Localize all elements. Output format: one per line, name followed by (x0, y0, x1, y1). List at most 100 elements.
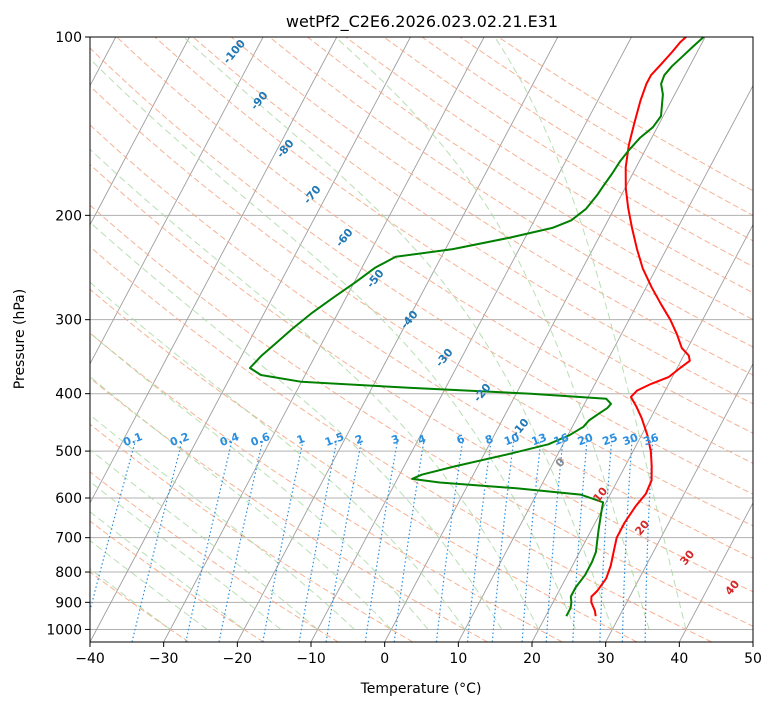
isotherm-line (457, 84, 753, 642)
y-tick-label: 900 (55, 595, 82, 611)
dry-adiabat-line (90, 377, 488, 642)
temperature-profile-line (590, 37, 691, 617)
isotherm-line (236, 37, 559, 642)
y-axis: 100 200 300 400 500 600 700 800 900 1000 (46, 30, 90, 638)
mixing-ratio-label: 6 (455, 432, 467, 447)
dry-adiabat-line (90, 85, 753, 527)
mixing-ratio-line (644, 440, 654, 642)
mixing-ratio-label: 0.4 (218, 430, 241, 449)
mixing-ratio-line (131, 440, 183, 642)
y-tick-label: 700 (55, 531, 82, 547)
x-axis-label: Temperature (°C) (360, 681, 482, 697)
moist-adiabat-line (494, 37, 687, 630)
moist-adiabat-line (183, 37, 613, 630)
x-axis: −40 −30 −20 −10 0 10 20 30 40 50 (75, 642, 762, 667)
moist-adiabat-line (90, 332, 429, 630)
mixing-ratio-label: 4 (416, 432, 428, 447)
isotherm-line (163, 37, 485, 642)
mixing-ratio-label: 20 (576, 431, 595, 449)
dry-adiabat-line (90, 47, 753, 495)
isotherm-line (605, 362, 753, 642)
isotherm-line (90, 37, 411, 642)
y-tick-label: 400 (55, 387, 82, 403)
mixing-ratio-line (298, 440, 338, 642)
mixing-ratio-label: 0.2 (168, 430, 191, 449)
mixing-ratio-label: 0.1 (122, 430, 145, 449)
mixing-ratio-line (599, 440, 613, 642)
mixing-ratio-label: 1 (295, 432, 307, 447)
data-series (248, 37, 705, 617)
dry-adiabat-line (90, 423, 414, 642)
mixing-ratio-label: 13 (530, 431, 549, 448)
y-axis-label: Pressure (hPa) (12, 289, 28, 389)
isotherm-line (678, 501, 753, 642)
mixing-ratio-line (185, 440, 233, 642)
isotherm-line (531, 223, 753, 642)
x-tick-label: 50 (744, 651, 762, 667)
y-tick-label: 500 (55, 444, 82, 460)
mixing-ratio-line (491, 440, 515, 642)
moist-adiabat-line (90, 539, 208, 630)
x-tick-label: 40 (670, 651, 688, 667)
mixing-ratio-line (218, 440, 264, 642)
mixing-ratio-label: 25 (601, 431, 620, 448)
mixing-ratio-line (435, 440, 464, 642)
dry-adiabat-line (90, 124, 753, 559)
x-tick-label: −40 (75, 651, 105, 667)
x-tick-label: 30 (597, 651, 615, 667)
moist-adiabat-line (90, 414, 355, 630)
mixing-ratio-label: 1.5 (323, 430, 346, 449)
mixing-ratio-line (466, 440, 492, 642)
y-tick-label: 100 (55, 30, 82, 46)
isotherm-line (90, 37, 190, 226)
mixing-ratio-line (325, 440, 362, 642)
x-tick-label: −10 (296, 651, 326, 667)
dry-adiabat-line (90, 246, 712, 642)
mixing-ratio-label: 0.6 (249, 430, 272, 449)
dewpoint-profile-line (248, 37, 705, 617)
y-tick-label: 300 (55, 313, 82, 329)
x-tick-label: −20 (223, 651, 253, 667)
moist-adiabat-line (335, 37, 650, 630)
dry-adiabat-line (90, 520, 264, 642)
dry-adiabat-line (192, 37, 753, 405)
y-tick-label: 600 (55, 491, 82, 507)
x-tick-label: 0 (380, 651, 389, 667)
moist-adiabat-line (90, 448, 318, 630)
plot-frame (89, 36, 754, 643)
isotherm-line (90, 37, 264, 365)
dry-adiabat-line (90, 288, 638, 642)
isotherm-line (90, 37, 338, 504)
mixing-ratio-line (393, 440, 425, 642)
x-tick-label: −30 (149, 651, 179, 667)
mixing-ratio-line (545, 440, 564, 642)
mixing-ratio-line (621, 440, 633, 642)
mixing-ratio-line (90, 440, 137, 613)
dry-adiabat-line (116, 37, 753, 464)
moist-adiabat-line (90, 148, 540, 630)
y-tick-label: 800 (55, 565, 82, 581)
dry-adiabat-line (90, 332, 563, 642)
mixing-ratio-label: 16 (552, 431, 571, 449)
dry-adiabat-line (269, 37, 753, 348)
mixing-ratio-label: 30 (621, 431, 640, 449)
mixing-ratio-label: 3 (390, 432, 402, 447)
dry-adiabat-line (345, 37, 753, 294)
chart-title: wetPf2_C2E6.2026.023.02.21.E31 (286, 12, 558, 32)
mixing-ratio-line (262, 440, 304, 642)
y-tick-label: 1000 (46, 622, 82, 638)
mixing-ratio-label: 8 (483, 432, 495, 447)
isotherm-line (384, 37, 706, 642)
x-tick-label: 10 (449, 651, 467, 667)
moist-adiabat-line (90, 568, 171, 630)
dry-adiabat-line (90, 571, 190, 642)
moist-adiabat-line (90, 221, 503, 630)
mixing-ratio-line (521, 440, 542, 642)
mixing-ratio-label: 2 (353, 432, 365, 447)
mixing-ratio-line (364, 440, 399, 642)
moist-adiabat-line (90, 511, 245, 630)
mixing-ratio-line (572, 440, 588, 642)
moist-adiabat-line (90, 58, 576, 630)
y-tick-label: 200 (55, 208, 82, 224)
